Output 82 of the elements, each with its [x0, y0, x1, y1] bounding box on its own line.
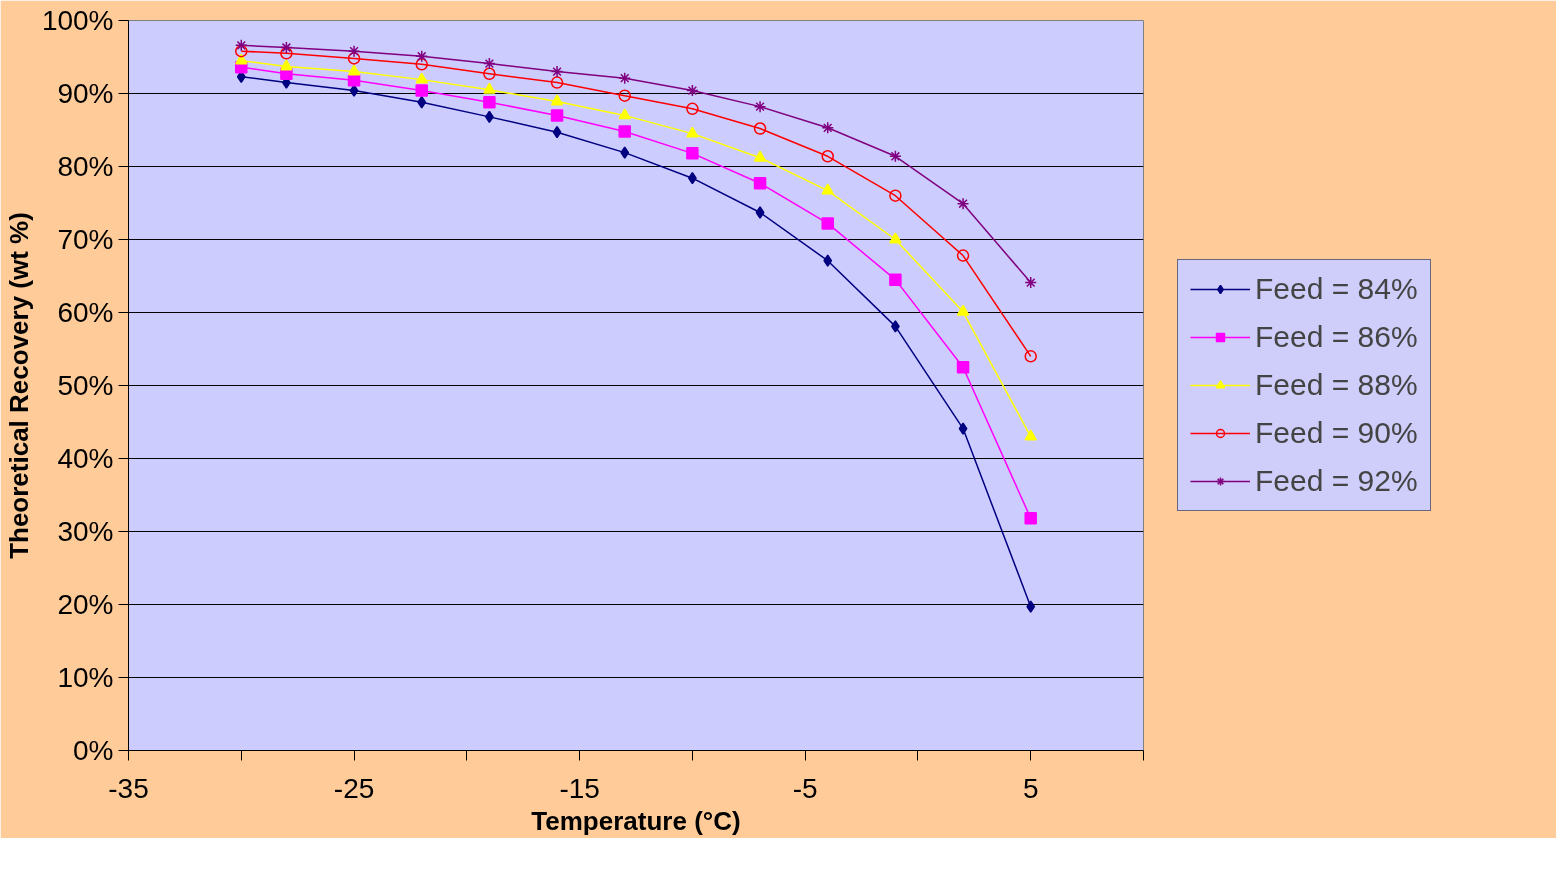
legend-label: Feed = 90% [1255, 416, 1418, 450]
point [755, 206, 765, 219]
y-tick-label: 20% [57, 589, 114, 620]
point [1024, 429, 1037, 441]
point [889, 150, 902, 163]
point [483, 67, 496, 81]
point [821, 150, 834, 163]
point [550, 76, 564, 89]
y-tick-label: 80% [57, 151, 114, 182]
point [753, 150, 767, 162]
point [753, 100, 767, 113]
point [889, 273, 902, 286]
point [1026, 600, 1036, 613]
point [550, 94, 564, 106]
point [618, 71, 631, 85]
legend-label: Feed = 88% [1255, 368, 1418, 402]
y-tick-label: 40% [57, 443, 114, 474]
point [235, 44, 248, 58]
y-tick-label: 100% [41, 5, 114, 36]
point [823, 254, 833, 267]
point [618, 89, 631, 102]
point [1024, 350, 1037, 363]
point [687, 171, 697, 185]
point [821, 183, 834, 195]
point [550, 109, 564, 122]
point [753, 177, 767, 190]
point [415, 72, 428, 84]
point [347, 44, 361, 58]
point [686, 147, 699, 160]
y-tick-label: 50% [57, 370, 114, 401]
point [753, 122, 767, 135]
y-tick-label: 0% [73, 735, 114, 766]
legend-label: Feed = 86% [1255, 320, 1418, 354]
point [415, 58, 428, 71]
point [483, 96, 496, 109]
point [484, 110, 494, 124]
point [686, 102, 699, 116]
point [280, 47, 293, 60]
point [821, 217, 834, 230]
point [1024, 512, 1037, 525]
x-tick-label: 5 [1022, 772, 1039, 804]
point [956, 361, 970, 374]
point [618, 108, 631, 120]
y-tick-label: 10% [57, 662, 114, 693]
x-tick-label: -5 [792, 772, 818, 804]
y-tick-label: 60% [57, 297, 114, 328]
x-tick-label: -25 [333, 772, 375, 804]
point [280, 41, 293, 54]
point [956, 304, 970, 316]
point [347, 64, 361, 76]
y-tick-label: 90% [57, 78, 114, 109]
point [686, 126, 699, 138]
point [235, 39, 248, 52]
point [956, 197, 970, 210]
y-tick-label: 30% [57, 516, 114, 547]
point [620, 146, 630, 159]
point [347, 52, 361, 65]
point [280, 59, 293, 71]
point [415, 84, 428, 97]
point [958, 422, 968, 435]
point [415, 50, 428, 63]
point [890, 320, 900, 333]
x-tick-label: -35 [108, 772, 149, 804]
y-tick-label: 70% [57, 224, 114, 255]
point [550, 65, 564, 78]
point [483, 82, 496, 94]
point [956, 249, 970, 262]
point [235, 53, 248, 65]
y-axis-title: Theoretical Recovery (wt %) [3, 212, 34, 559]
legend-label: Feed = 84% [1255, 272, 1418, 306]
x-axis-title: Temperature (°C) [531, 805, 741, 836]
x-tick-label: -15 [559, 772, 600, 804]
point [618, 125, 631, 138]
point [417, 96, 427, 109]
point [889, 189, 902, 202]
point [552, 125, 562, 139]
point [686, 84, 699, 97]
point [1024, 276, 1037, 289]
legend-label: Feed = 92% [1255, 464, 1418, 498]
point [821, 121, 834, 135]
point [889, 232, 902, 244]
point [483, 57, 496, 70]
